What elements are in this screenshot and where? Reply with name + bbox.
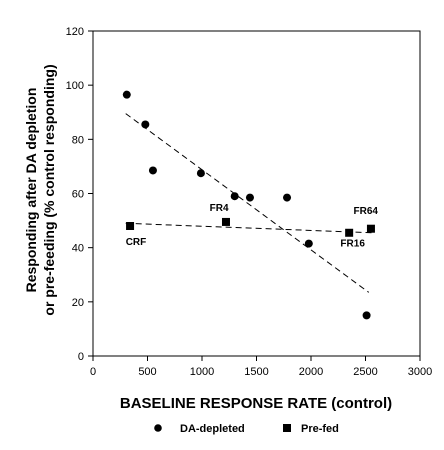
y-axis-label-line2: or pre-feeding (% control responding) xyxy=(41,64,57,315)
x-tick-label: 3000 xyxy=(408,366,432,378)
legend-label-pre-fed: Pre-fed xyxy=(301,423,339,435)
trend-line-da-depleted xyxy=(125,113,370,293)
y-tick-label: 20 xyxy=(72,297,84,309)
trend-line-pre-fed xyxy=(125,222,373,234)
x-tick-label: 500 xyxy=(138,366,156,378)
y-axis-label-line1: Responding after DA depletion xyxy=(23,88,39,293)
x-tick-label: 0 xyxy=(90,366,96,378)
data-point-pre-fed xyxy=(221,217,230,226)
data-point-da-depleted xyxy=(304,239,313,248)
x-axis-label: BASELINE RESPONSE RATE (control) xyxy=(120,395,392,412)
data-point-pre-fed xyxy=(126,222,135,230)
annotation-label: FR64 xyxy=(354,206,379,217)
y-tick-label: 60 xyxy=(72,189,84,201)
legend-marker-da-depleted xyxy=(154,424,162,432)
data-point-da-depleted xyxy=(122,90,131,99)
data-point-da-depleted xyxy=(230,192,239,201)
annotation-label: FR4 xyxy=(210,203,229,214)
data-point-da-depleted xyxy=(283,193,292,202)
x-tick-label: 2000 xyxy=(299,366,323,378)
data-point-da-depleted xyxy=(141,120,150,129)
annotation-label: FR16 xyxy=(340,238,365,249)
legend-marker-pre-fed xyxy=(283,424,291,432)
annotation-label: CRF xyxy=(126,237,147,248)
data-points xyxy=(122,90,375,320)
x-tick-label: 2500 xyxy=(353,366,377,378)
annotations: CRF FR4 FR16 FR64 xyxy=(126,203,379,249)
data-point-pre-fed xyxy=(345,228,354,237)
data-point-pre-fed xyxy=(366,224,375,233)
trend-lines xyxy=(125,113,373,293)
y-tick-label: 80 xyxy=(72,134,84,146)
data-point-da-depleted xyxy=(196,169,205,178)
data-point-da-depleted xyxy=(245,193,254,202)
y-tick-label: 40 xyxy=(72,243,84,255)
legend: DA-depleted Pre-fed xyxy=(154,423,339,435)
y-tick-label: 100 xyxy=(66,80,84,92)
data-point-da-depleted xyxy=(148,166,157,175)
x-tick-label: 1500 xyxy=(244,366,268,378)
legend-label-da-depleted: DA-depleted xyxy=(180,423,245,435)
y-tick-label: 120 xyxy=(66,26,84,38)
x-tick-label: 1000 xyxy=(190,366,214,378)
data-point-da-depleted xyxy=(362,311,371,320)
y-tick-label: 0 xyxy=(78,351,84,363)
axes: 0 500 1000 1500 2000 2500 3000 0 20 40 60 80 100 120 xyxy=(66,26,433,378)
